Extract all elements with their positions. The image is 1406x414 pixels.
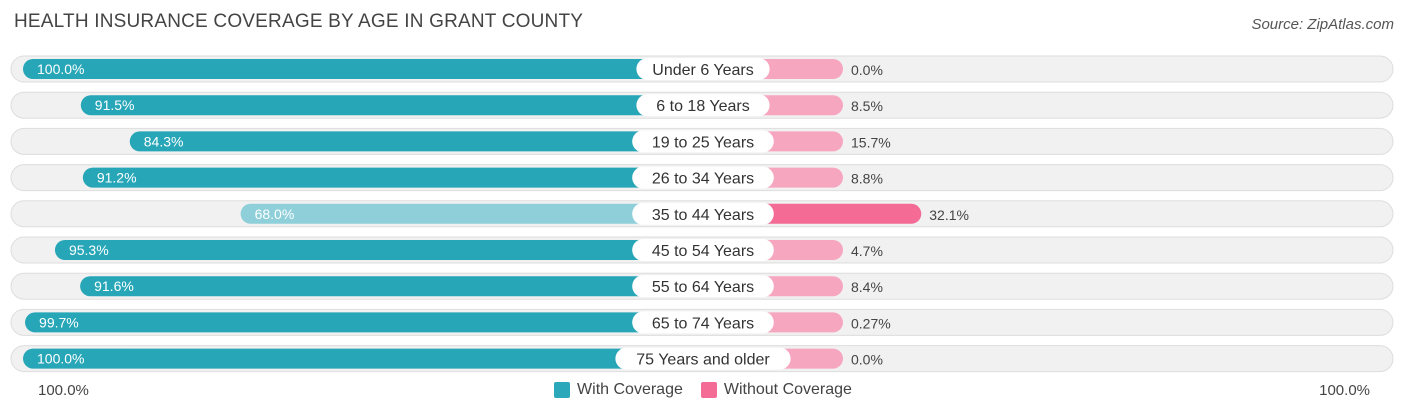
legend-label-with-coverage: With Coverage — [577, 381, 683, 398]
value-label-without-coverage-35-to-44-years: 32.1% — [929, 207, 969, 223]
chart-area: 100.0% 0.0% Under 6 Years 91.5% 8.5% 6 to 18 … — [10, 55, 1394, 373]
legend-item-with-coverage: With Coverage — [554, 381, 683, 399]
category-pill-19-to-25-years — [632, 130, 774, 153]
value-label-without-coverage-75-years-and-older: 0.0% — [851, 352, 883, 368]
value-label-without-coverage-under-6-years: 0.0% — [851, 62, 883, 78]
legend-label-without-coverage: Without Coverage — [723, 381, 852, 398]
value-label-without-coverage-19-to-25-years: 15.7% — [851, 134, 891, 150]
category-label-45-to-54-years: 45 to 54 Years — [652, 243, 754, 260]
category-pill-under-6-years — [636, 58, 770, 80]
category-pill-65-to-74-years — [632, 311, 774, 334]
legend-swatch-with-coverage — [554, 382, 571, 398]
bar-with-coverage-19-to-25-years — [129, 131, 703, 152]
value-label-without-coverage-45-to-54-years: 4.7% — [851, 243, 883, 259]
value-label-with-coverage-75-years-and-older: 100.0% — [37, 351, 84, 367]
bar-with-coverage-75-years-and-older — [23, 348, 703, 369]
value-label-with-coverage-26-to-34-years: 91.2% — [97, 170, 137, 186]
axis-left-label: 100.0% — [38, 382, 89, 399]
legend-item-without-coverage: Without Coverage — [700, 381, 852, 399]
category-label-26-to-34-years: 26 to 34 Years — [652, 171, 754, 188]
bar-with-coverage-55-to-64-years — [80, 276, 704, 297]
category-pill-75-years-and-older — [615, 347, 791, 370]
category-pill-6-to-18-years — [636, 94, 770, 117]
category-pill-26-to-34-years — [632, 166, 774, 189]
bar-with-coverage-26-to-34-years — [82, 167, 704, 188]
value-label-without-coverage-65-to-74-years: 0.27% — [851, 315, 891, 331]
category-label-19-to-25-years: 19 to 25 Years — [652, 134, 754, 151]
value-label-with-coverage-55-to-64-years: 91.6% — [94, 278, 134, 294]
source-credit: Source: ZipAtlas.com — [1251, 16, 1394, 33]
category-label-75-years-and-older: 75 Years and older — [636, 352, 770, 369]
bar-with-coverage-6-to-18-years — [80, 95, 704, 116]
value-label-with-coverage-35-to-44-years: 68.0% — [255, 206, 295, 222]
category-label-6-to-18-years: 6 to 18 Years — [656, 98, 749, 115]
value-label-with-coverage-45-to-54-years: 95.3% — [69, 242, 109, 258]
category-label-under-6-years: Under 6 Years — [652, 62, 753, 79]
category-pill-35-to-44-years — [632, 202, 774, 225]
value-label-with-coverage-under-6-years: 100.0% — [37, 61, 84, 77]
category-pill-55-to-64-years — [632, 275, 774, 298]
bar-with-coverage-under-6-years — [23, 59, 703, 79]
chart-title: HEALTH INSURANCE COVERAGE BY AGE IN GRAN… — [14, 11, 584, 32]
bar-with-coverage-45-to-54-years — [54, 240, 703, 260]
category-label-55-to-64-years: 55 to 64 Years — [652, 279, 754, 296]
category-pill-45-to-54-years — [632, 239, 774, 261]
category-label-65-to-74-years: 65 to 74 Years — [652, 315, 754, 332]
value-label-without-coverage-26-to-34-years: 8.8% — [851, 171, 883, 187]
value-label-without-coverage-55-to-64-years: 8.4% — [851, 279, 883, 295]
bar-with-coverage-65-to-74-years — [25, 312, 704, 333]
legend-swatch-without-coverage — [700, 382, 717, 398]
value-label-with-coverage-19-to-25-years: 84.3% — [144, 133, 184, 149]
value-label-with-coverage-65-to-74-years: 99.7% — [39, 314, 79, 330]
value-label-without-coverage-6-to-18-years: 8.5% — [851, 98, 883, 114]
legend: With Coverage Without Coverage — [0, 381, 1406, 399]
value-label-with-coverage-6-to-18-years: 91.5% — [95, 97, 135, 113]
category-label-35-to-44-years: 35 to 44 Years — [652, 207, 754, 224]
bar-with-coverage-35-to-44-years — [240, 203, 703, 224]
axis-right-label: 100.0% — [1319, 382, 1370, 399]
